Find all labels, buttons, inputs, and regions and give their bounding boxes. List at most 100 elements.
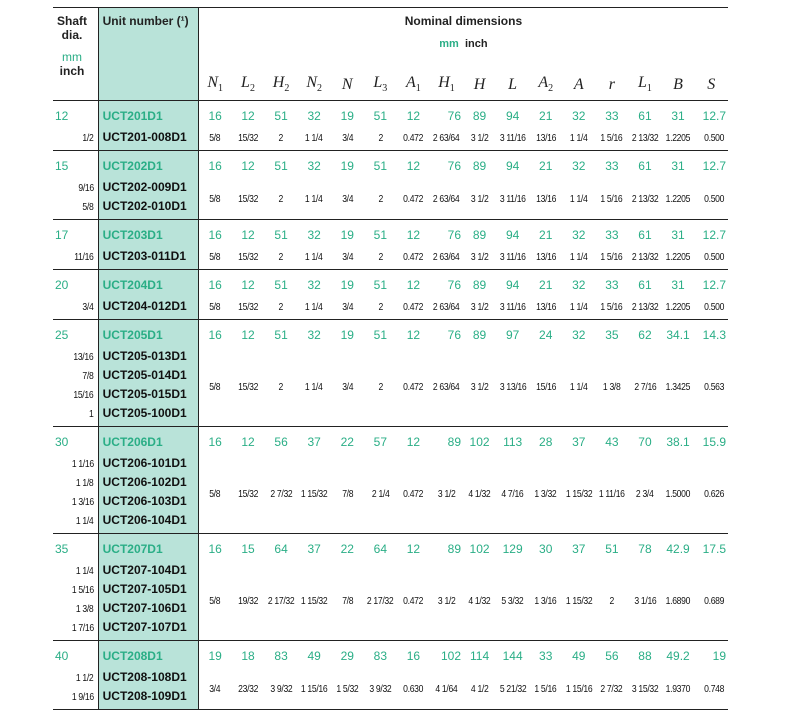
inch-value-text: 3 1/2 bbox=[438, 488, 456, 500]
dimensions-table: Shaft dia. mm inch Unit number (¹) Nomin… bbox=[53, 7, 728, 710]
symbol-L2: L2 bbox=[231, 60, 264, 101]
symbol-r: r bbox=[595, 60, 628, 101]
dim-mm-value: 51 bbox=[364, 220, 397, 247]
symbol-letter: A bbox=[538, 74, 548, 91]
inch-value-text: 0.472 bbox=[403, 251, 423, 263]
inch-value-text: 3 1/2 bbox=[471, 381, 489, 393]
symbol-letter: S bbox=[707, 76, 715, 93]
shaft-dia-inch: 1 1/8 bbox=[53, 472, 98, 491]
dim-inch-value: 0.472 bbox=[397, 346, 430, 427]
inch-value-text: 2 63/64 bbox=[433, 251, 459, 263]
dim-inch-value: 3 15/32 bbox=[628, 667, 661, 710]
inch-value-text: 3/4 bbox=[83, 301, 94, 313]
inch-value-text: 0.500 bbox=[704, 193, 724, 205]
dim-inch-value: 5 21/32 bbox=[496, 667, 529, 710]
dim-mm-value: 29 bbox=[331, 641, 364, 668]
dim-inch-value: 3 11/16 bbox=[496, 177, 529, 220]
dim-inch-value: 1 1/4 bbox=[562, 177, 595, 220]
inch-value-text: 3/4 bbox=[342, 193, 353, 205]
dim-inch-value: 1.6890 bbox=[661, 560, 694, 641]
dim-inch-value: 2 bbox=[265, 177, 298, 220]
dim-inch-value: 4 1/32 bbox=[463, 453, 496, 534]
inch-value-text: 0.689 bbox=[704, 595, 724, 607]
dim-inch-value: 3 1/2 bbox=[463, 127, 496, 151]
symbol-S: S bbox=[695, 60, 728, 101]
shaft-dia-inch: 1 bbox=[53, 403, 98, 427]
dim-inch-value: 3 9/32 bbox=[265, 667, 298, 710]
dim-mm-value: 32 bbox=[298, 220, 331, 247]
inch-value-text: 1 15/32 bbox=[301, 595, 327, 607]
dim-mm-value: 97 bbox=[496, 320, 529, 347]
unit-number: UCT206-102D1 bbox=[98, 472, 198, 491]
inch-value-text: 1 5/16 bbox=[601, 301, 623, 313]
inch-value-text: 1.3425 bbox=[666, 381, 690, 393]
unit-number: UCT201-008D1 bbox=[98, 127, 198, 151]
unit-number: UCT208-109D1 bbox=[98, 686, 198, 710]
inch-value-text: 1 11/16 bbox=[599, 488, 625, 500]
unit-number: UCT205-100D1 bbox=[98, 403, 198, 427]
inch-value-text: 1 15/16 bbox=[301, 683, 327, 695]
dim-mm-value: 12.7 bbox=[695, 220, 728, 247]
dim-inch-value: 23/32 bbox=[231, 667, 264, 710]
shaft-dia-inch: 3/4 bbox=[53, 296, 98, 320]
dim-inch-value: 1 5/16 bbox=[595, 177, 628, 220]
dim-inch-value: 15/32 bbox=[231, 246, 264, 270]
dim-inch-value: 0.472 bbox=[397, 560, 430, 641]
inch-value-text: 2 7/32 bbox=[601, 683, 623, 695]
dim-mm-value: 51 bbox=[364, 320, 397, 347]
dim-mm-value: 51 bbox=[265, 151, 298, 178]
inch-value-text: 1 3/16 bbox=[535, 595, 557, 607]
dim-mm-value: 57 bbox=[364, 427, 397, 454]
inch-value-text: 1 1/4 bbox=[305, 251, 323, 263]
dim-inch-value: 2 63/64 bbox=[430, 246, 463, 270]
unit-number: UCT205-014D1 bbox=[98, 365, 198, 384]
inch-value-text: 3 11/16 bbox=[500, 193, 526, 205]
inch-value-text: 2 63/64 bbox=[433, 301, 459, 313]
unit-number: UCT204D1 bbox=[98, 270, 198, 297]
dim-mm-value: 12 bbox=[397, 320, 430, 347]
inch-value-text: 13/16 bbox=[536, 251, 556, 263]
dim-mm-value: 33 bbox=[595, 220, 628, 247]
dim-inch-value: 2 bbox=[265, 346, 298, 427]
inch-value-text: 1 1/4 bbox=[305, 132, 323, 144]
dim-inch-value: 4 7/16 bbox=[496, 453, 529, 534]
symbol-letter: L bbox=[508, 76, 517, 93]
shaft-dia-inch: 7/8 bbox=[53, 365, 98, 384]
inch-value-text: 2 13/32 bbox=[632, 301, 658, 313]
dim-mm-value: 51 bbox=[265, 101, 298, 128]
dim-mm-value: 14.3 bbox=[695, 320, 728, 347]
inch-value-text: 1.2205 bbox=[666, 193, 690, 205]
dim-mm-value: 94 bbox=[496, 220, 529, 247]
unit-number: UCT203D1 bbox=[98, 220, 198, 247]
dim-inch-value: 3/4 bbox=[331, 177, 364, 220]
symbol-letter: A bbox=[574, 76, 584, 93]
inch-value-text: 1 1/4 bbox=[570, 301, 588, 313]
dim-inch-value: 0.500 bbox=[695, 296, 728, 320]
symbol-letter: L bbox=[241, 74, 250, 91]
dim-inch-value: 1 15/16 bbox=[298, 667, 331, 710]
unit-number: UCT208D1 bbox=[98, 641, 198, 668]
inch-value-text: 1 15/16 bbox=[566, 683, 592, 695]
inch-value-text: 1 5/16 bbox=[601, 193, 623, 205]
symbol-letter: r bbox=[609, 76, 615, 93]
inch-value-text: 1 5/16 bbox=[601, 251, 623, 263]
inch-value-text: 3 11/16 bbox=[500, 132, 526, 144]
unit-number: UCT202D1 bbox=[98, 151, 198, 178]
inch-value-text: 1 7/16 bbox=[72, 622, 94, 634]
dim-mm-value: 16 bbox=[198, 427, 231, 454]
dim-inch-value: 2 bbox=[364, 246, 397, 270]
dim-mm-value: 19 bbox=[331, 270, 364, 297]
dim-mm-value: 16 bbox=[198, 270, 231, 297]
dim-mm-value: 61 bbox=[628, 151, 661, 178]
dim-mm-value: 32 bbox=[298, 101, 331, 128]
dim-inch-value: 2 bbox=[595, 560, 628, 641]
dim-inch-value: 2 bbox=[265, 127, 298, 151]
dim-mm-value: 51 bbox=[364, 270, 397, 297]
unit-number: UCT206-104D1 bbox=[98, 510, 198, 534]
symbol-L3: L3 bbox=[364, 60, 397, 101]
